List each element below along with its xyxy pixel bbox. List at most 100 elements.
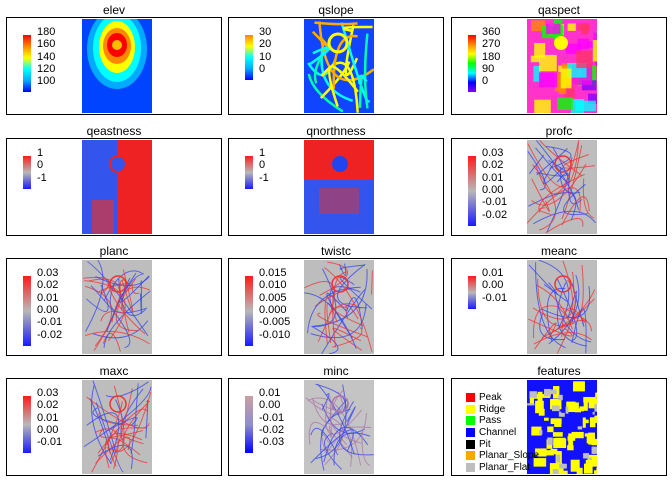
raster-map: [304, 140, 374, 234]
panel-title: planc: [99, 244, 129, 258]
colorbar: [245, 35, 253, 81]
colorbar: [245, 156, 253, 189]
tick-label: 0: [259, 63, 266, 76]
tick-label: 120: [37, 63, 56, 76]
panel-features: features Peak Ridge Pass Channel Pit Planar_Sl…: [451, 364, 667, 476]
raster-map: [304, 19, 374, 113]
panel-title: qeastness: [86, 124, 142, 138]
panel-qaspect: qaspect 360 270 180 90 0: [451, 3, 667, 115]
tick-label: 0.010: [259, 279, 287, 292]
legend-label: Planar_Flat: [479, 462, 531, 474]
tick-label: 30: [259, 26, 272, 38]
tick-label: 0.03: [37, 387, 59, 399]
panel-qslope: qslope 30 20 10 0: [228, 3, 444, 115]
tick-label: 1: [37, 147, 44, 159]
panel-title: twistc: [321, 244, 351, 258]
tick-label: 90: [482, 63, 495, 76]
colorbar: [23, 396, 31, 454]
panel-frame: 0.03 0.02 0.01 0.00 -0.01 -0.02: [451, 138, 667, 236]
panel-frame: 180 160 140 120 100: [6, 17, 222, 115]
tick-label: -1: [37, 171, 47, 184]
tick-label: -0.03: [259, 436, 285, 449]
tick-label: 0.00: [482, 279, 504, 292]
panel-qeastness: qeastness 1 0 -1: [6, 124, 222, 236]
panel-title: meanc: [540, 244, 578, 258]
colorbar: [23, 35, 31, 93]
panel-title: qaspect: [537, 3, 581, 17]
tick-label: -0.02: [37, 328, 63, 341]
tick-label: 0.02: [37, 399, 59, 412]
tick-label: -0.01: [37, 316, 63, 329]
raster-map: [527, 19, 597, 113]
colorbar: [23, 276, 31, 346]
legend-label: Planar_Slope: [479, 450, 540, 462]
colorbar: [245, 276, 253, 346]
panel-title: maxc: [99, 364, 129, 378]
panel-title: minc: [323, 364, 349, 378]
panel-frame: 360 270 180 90 0: [451, 17, 667, 115]
tick-label: 0.02: [482, 159, 504, 172]
panel-title: profc: [545, 124, 573, 138]
tick-label: 0: [37, 159, 44, 172]
raster-map: [527, 140, 597, 234]
tick-label: 0.000: [259, 304, 287, 317]
panel-frame: 0.015 0.010 0.005 0.000 -0.005 -0.010: [228, 258, 444, 356]
tick-label: 180: [37, 26, 56, 38]
tick-label: -0.01: [259, 411, 285, 424]
tick-label: 0.00: [37, 424, 59, 437]
raster-map: [527, 380, 597, 474]
tick-label: 0.005: [259, 291, 287, 304]
raster-map: [82, 260, 152, 354]
legend-swatch: [466, 451, 475, 461]
tick-label: -0.01: [482, 291, 508, 304]
tick-label: 0.01: [482, 171, 504, 184]
panel-frame: 0.03 0.02 0.01 0.00 -0.01: [6, 378, 222, 476]
tick-label: 100: [37, 75, 56, 88]
legend-swatch: [466, 463, 475, 473]
tick-label: -0.01: [482, 196, 508, 209]
panel-profc: profc 0.03 0.02 0.01 0.00 -0.01 -0.02: [451, 124, 667, 236]
tick-label: 140: [37, 50, 56, 63]
tick-label: 1: [259, 147, 266, 159]
raster-map: [82, 140, 152, 234]
tick-label: 360: [482, 26, 501, 38]
panel-title: qslope: [318, 3, 354, 17]
tick-label: -1: [259, 171, 269, 184]
legend-swatch: [466, 393, 475, 402]
panel-elev: elev 180 160 140 120 100: [6, 3, 222, 115]
tick-label: 0: [259, 159, 266, 172]
panel-qnorthness: qnorthness 1 0 -1: [228, 124, 444, 236]
panel-title: elev: [102, 3, 125, 17]
legend-swatch: [466, 428, 475, 438]
legend-label: Pit: [479, 438, 491, 450]
tick-label: 10: [259, 50, 272, 63]
panel-frame: Peak Ridge Pass Channel Pit Planar_Slope Plana…: [451, 378, 667, 476]
panel-frame: 30 20 10 0: [228, 17, 444, 115]
tick-label: 0: [482, 75, 489, 88]
panel-frame: 0.01 0.00 -0.01: [451, 258, 667, 356]
legend-swatch: [466, 416, 475, 426]
panel-title: qnorthness: [306, 124, 366, 138]
legend-label: Ridge: [479, 403, 506, 415]
legend-label: Peak: [479, 392, 502, 403]
tick-label: 0.01: [482, 267, 504, 279]
raster-map: [304, 260, 374, 354]
tick-label: -0.010: [259, 328, 291, 341]
tick-label: 0.015: [259, 267, 287, 279]
tick-label: 0.03: [37, 267, 59, 279]
colorbar: [468, 276, 476, 309]
panel-frame: 1 0 -1: [6, 138, 222, 236]
colorbar: [245, 396, 253, 454]
raster-map: [527, 260, 597, 354]
tick-label: 20: [259, 38, 272, 51]
tick-label: -0.005: [259, 316, 291, 329]
panel-twistc: twistc 0.015 0.010 0.005 0.000 -0.005 -0.010: [228, 244, 444, 356]
legend-label: Pass: [479, 415, 502, 427]
tick-label: -0.02: [482, 208, 508, 221]
raster-map: [82, 19, 152, 113]
tick-label: -0.02: [259, 424, 285, 437]
colorbar: [23, 156, 31, 189]
panel-frame: 0.01 0.00 -0.01 -0.02 -0.03: [228, 378, 444, 476]
tick-label: 0.03: [482, 147, 504, 159]
tick-label: 0.01: [37, 411, 59, 424]
